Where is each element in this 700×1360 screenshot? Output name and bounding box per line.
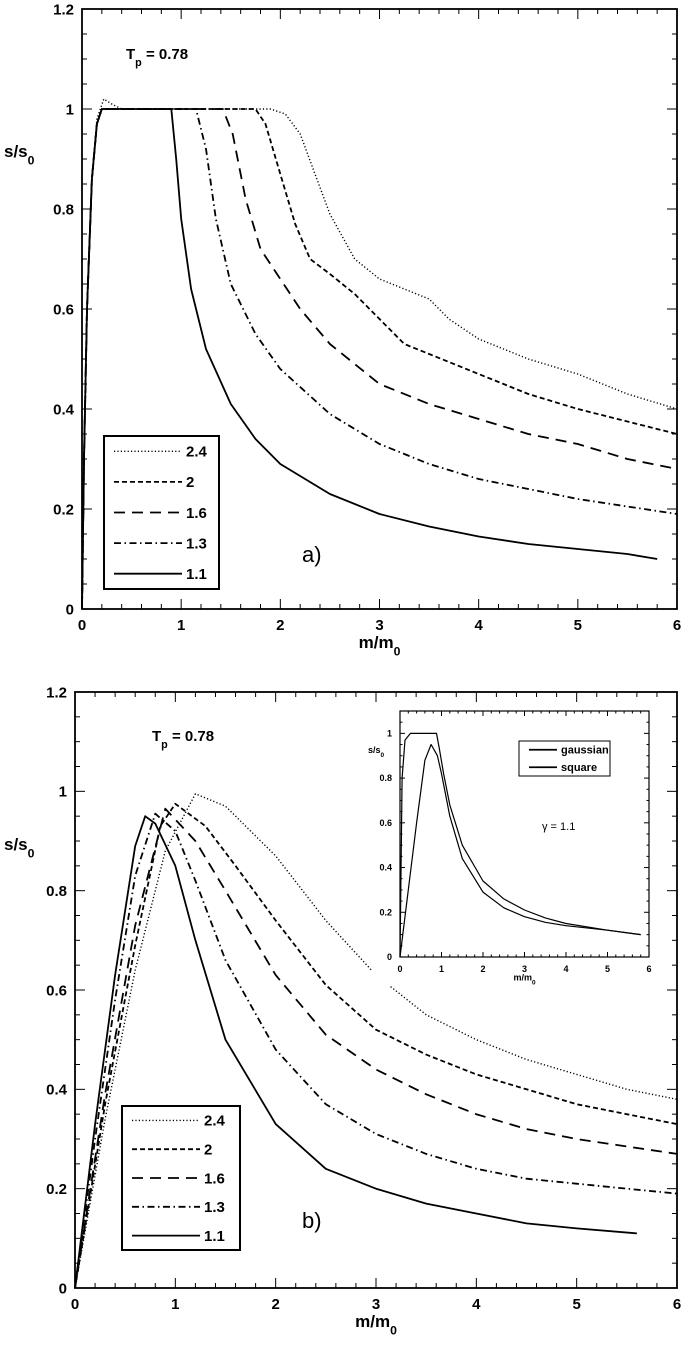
x-tick-label: 0 [71, 1296, 79, 1313]
legend-label: 1.1 [204, 1228, 225, 1245]
x-axis-label-sub: 0 [394, 645, 401, 659]
x-tick-label: 3 [522, 964, 527, 974]
y-axis-label: s/s0 [4, 142, 35, 168]
x-axis-label: m/m0 [359, 633, 401, 659]
y-axis-label-sub: 0 [28, 847, 35, 861]
series-line-2.4 [81, 98, 678, 610]
legend-label: gaussian [561, 745, 609, 757]
y-axis-label: s/s0 [368, 745, 385, 759]
x-tick-label: 1 [177, 617, 185, 634]
y-tick-label: 0.2 [46, 1181, 67, 1198]
y-tick-label: 0 [387, 952, 392, 962]
x-tick-label: 4 [563, 964, 568, 974]
y-tick-label: 0.4 [53, 401, 75, 418]
y-tick-label: 0.6 [46, 982, 67, 999]
x-tick-label: 1 [439, 964, 444, 974]
series-line-1.1 [74, 815, 637, 1289]
x-tick-label: 5 [574, 617, 582, 634]
y-tick-label: 0.6 [53, 301, 74, 318]
x-axis-label-sub: 0 [532, 979, 536, 986]
series-line-2 [74, 802, 678, 1289]
annotation-tp-b-sub: p [161, 739, 168, 751]
panel-label-a: a) [302, 542, 322, 567]
x-tick-label: 4 [474, 617, 483, 634]
y-tick-label: 0 [66, 601, 74, 618]
x-tick-label: 6 [673, 1296, 681, 1313]
legend-label: square [561, 762, 597, 774]
legend-label: 1.1 [186, 566, 207, 583]
series-line-square [399, 732, 641, 958]
series-line-1.3 [74, 812, 678, 1289]
x-axis-label-main: m/m [513, 972, 532, 982]
x-axis-label: m/m0 [513, 972, 536, 986]
annotation-tp-a-rest: = 0.78 [142, 46, 188, 63]
x-tick-label: 1 [171, 1296, 179, 1313]
x-tick-label: 6 [646, 964, 651, 974]
panel-b: 0 1 2 3 4 5 600.20.40.60.811.2m/m0s/s02.421.61… [4, 684, 681, 1337]
annotation-tp-b-main: T [152, 728, 161, 745]
y-tick-label: 0.4 [379, 863, 392, 873]
annotation-tp-b-rest: = 0.78 [168, 728, 214, 745]
x-tick-label: 5 [605, 964, 610, 974]
legend-label: 1.3 [186, 535, 207, 552]
y-tick-label: 1 [59, 784, 67, 801]
x-tick-label: 4 [472, 1296, 481, 1313]
x-tick-label: 6 [673, 617, 681, 634]
inset: 0 1 2 3 4 5 600.20.40.60.81m/m0s/s0 gaussiansqu… [368, 710, 652, 986]
y-axis-label-main: s/s [4, 142, 28, 161]
annotation-tp-b: Tp = 0.78 [152, 728, 214, 751]
y-tick-label: 0.2 [53, 501, 74, 518]
annotation-tp-a: Tp = 0.78 [126, 46, 188, 69]
y-tick-label: 0.8 [46, 883, 67, 900]
legend-label: 2.4 [204, 1113, 226, 1130]
x-axis-label-sub: 0 [390, 1324, 397, 1338]
x-axis-label-main: m/m [359, 633, 394, 652]
legend-label: 1.6 [186, 505, 207, 522]
x-tick-label: 5 [572, 1296, 580, 1313]
panel-a: 0 1 2 3 4 5 600.20.40.60.811.2m/m0s/s02.421.61… [4, 1, 681, 658]
annotation-tp-a-sub: p [135, 57, 142, 69]
annotation-gamma: γ = 1.1 [542, 821, 575, 833]
x-tick-label: 2 [276, 617, 284, 634]
y-tick-label: 0.2 [379, 907, 392, 917]
y-tick-label: 1 [387, 729, 392, 739]
y-tick-label: 0.8 [379, 773, 392, 783]
panel-label-b: b) [302, 1208, 322, 1233]
x-tick-label: 0 [397, 964, 402, 974]
y-axis-label: s/s0 [4, 835, 35, 861]
legend-label: 1.3 [204, 1199, 225, 1216]
y-axis-label-sub: 0 [381, 752, 385, 759]
legend-label: 2.4 [186, 444, 208, 461]
x-tick-label: 3 [372, 1296, 380, 1313]
legend-label: 2 [204, 1141, 212, 1158]
y-axis-label-main: s/s [4, 835, 28, 854]
x-tick-label: 2 [480, 964, 485, 974]
annotation-tp-a-main: T [126, 46, 135, 63]
series-line-1.1 [81, 108, 658, 610]
series-line-1.6 [81, 108, 678, 610]
y-tick-label: 0.8 [53, 201, 74, 218]
series-line-1.6 [74, 807, 678, 1289]
x-tick-label: 0 [78, 617, 86, 634]
y-tick-label: 1 [66, 101, 74, 118]
y-tick-label: 1.2 [53, 1, 74, 18]
inset-background [372, 706, 662, 986]
y-tick-label: 1.2 [46, 684, 67, 701]
legend-label: 1.6 [204, 1170, 225, 1187]
series-line-2.4 [74, 793, 678, 1289]
legend-label: 2 [186, 474, 194, 491]
y-axis-label-main: s/s [368, 745, 381, 755]
x-axis-label: m/m0 [355, 1312, 397, 1338]
series-line-gaussian [399, 743, 641, 958]
y-tick-label: 0 [59, 1280, 67, 1297]
y-tick-label: 0.6 [379, 818, 392, 828]
y-tick-label: 0.4 [46, 1082, 68, 1099]
x-axis-label-main: m/m [355, 1312, 390, 1331]
y-axis-label-sub: 0 [28, 154, 35, 168]
x-tick-label: 2 [271, 1296, 279, 1313]
legend-inset [518, 740, 611, 777]
x-tick-label: 3 [375, 617, 383, 634]
